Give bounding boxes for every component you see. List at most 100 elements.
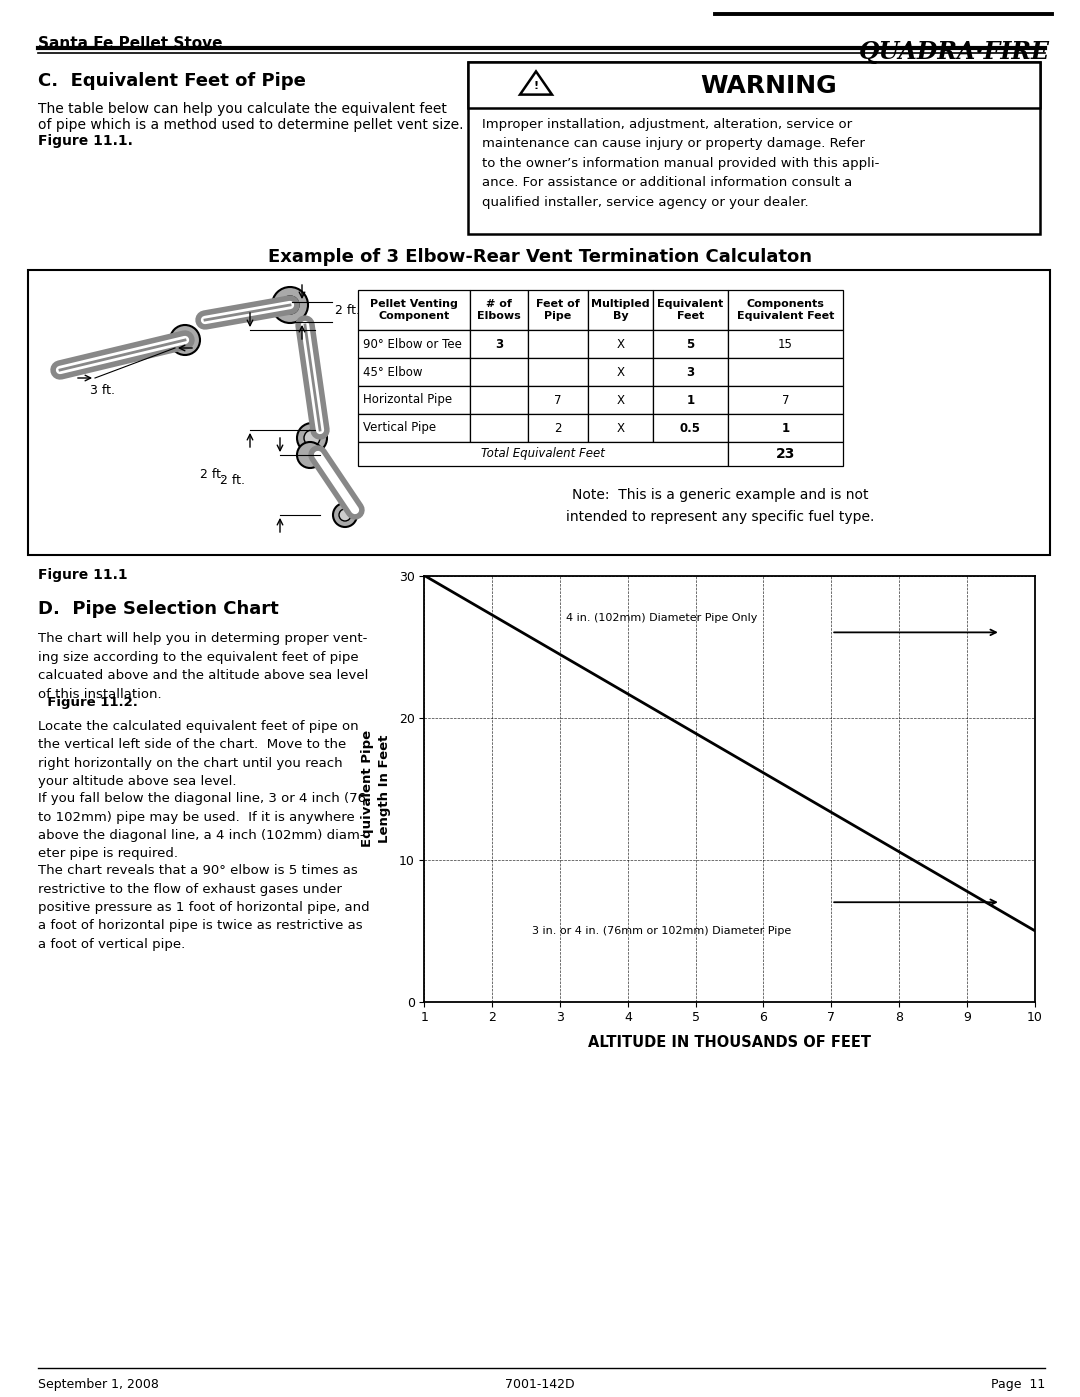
Circle shape bbox=[333, 503, 357, 527]
Circle shape bbox=[303, 430, 320, 446]
Text: WARNING: WARNING bbox=[701, 74, 837, 98]
FancyBboxPatch shape bbox=[653, 358, 728, 386]
X-axis label: ALTITUDE IN THOUSANDS OF FEET: ALTITUDE IN THOUSANDS OF FEET bbox=[588, 1035, 872, 1051]
Circle shape bbox=[281, 296, 299, 314]
FancyBboxPatch shape bbox=[528, 386, 588, 414]
FancyBboxPatch shape bbox=[653, 386, 728, 414]
Text: Improper installation, adjustment, alteration, service or
maintenance can cause : Improper installation, adjustment, alter… bbox=[482, 117, 879, 210]
Text: Components
Equivalent Feet: Components Equivalent Feet bbox=[737, 299, 834, 321]
Text: X: X bbox=[617, 338, 624, 351]
Text: Pellet Venting
Component: Pellet Venting Component bbox=[370, 299, 458, 321]
FancyBboxPatch shape bbox=[357, 330, 470, 358]
FancyBboxPatch shape bbox=[357, 386, 470, 414]
Text: 1: 1 bbox=[687, 394, 694, 407]
Text: X: X bbox=[617, 366, 624, 379]
Text: D.  Pipe Selection Chart: D. Pipe Selection Chart bbox=[38, 599, 279, 617]
Text: If you fall below the diagonal line, 3 or 4 inch (76
to 102mm) pipe may be used.: If you fall below the diagonal line, 3 o… bbox=[38, 792, 366, 861]
Text: 2 ft.: 2 ft. bbox=[220, 474, 245, 486]
Text: 2 ft.: 2 ft. bbox=[335, 303, 360, 317]
Polygon shape bbox=[519, 71, 552, 95]
FancyBboxPatch shape bbox=[728, 358, 843, 386]
Text: 5: 5 bbox=[687, 338, 694, 351]
Text: of pipe which is a method used to determine pellet vent size.: of pipe which is a method used to determ… bbox=[38, 117, 463, 131]
Text: September 1, 2008: September 1, 2008 bbox=[38, 1377, 159, 1391]
Text: Figure 11.1.: Figure 11.1. bbox=[38, 134, 133, 148]
FancyBboxPatch shape bbox=[528, 330, 588, 358]
FancyBboxPatch shape bbox=[528, 358, 588, 386]
Text: The table below can help you calculate the equivalent feet: The table below can help you calculate t… bbox=[38, 102, 447, 116]
Text: 4 in. (102mm) Diameter Pipe Only: 4 in. (102mm) Diameter Pipe Only bbox=[566, 613, 757, 623]
Text: QUADRA·FIRE: QUADRA·FIRE bbox=[859, 41, 1050, 64]
Text: 7001-142D: 7001-142D bbox=[505, 1377, 575, 1391]
Text: 7: 7 bbox=[782, 394, 789, 407]
Text: Equivalent
Feet: Equivalent Feet bbox=[658, 299, 724, 321]
Circle shape bbox=[272, 286, 308, 323]
FancyBboxPatch shape bbox=[728, 386, 843, 414]
FancyBboxPatch shape bbox=[588, 414, 653, 441]
FancyBboxPatch shape bbox=[728, 414, 843, 441]
Text: 15: 15 bbox=[778, 338, 793, 351]
Text: The chart reveals that a 90° elbow is 5 times as
restrictive to the flow of exha: The chart reveals that a 90° elbow is 5 … bbox=[38, 863, 369, 951]
Text: 3 ft.: 3 ft. bbox=[90, 384, 114, 397]
Circle shape bbox=[339, 509, 351, 521]
Text: Figure 11.1: Figure 11.1 bbox=[38, 569, 127, 583]
Text: Santa Fe Pellet Stove: Santa Fe Pellet Stove bbox=[38, 36, 222, 52]
FancyBboxPatch shape bbox=[357, 358, 470, 386]
FancyBboxPatch shape bbox=[470, 291, 528, 330]
Text: 0.5: 0.5 bbox=[680, 422, 701, 434]
FancyBboxPatch shape bbox=[470, 330, 528, 358]
Text: Note:  This is a generic example and is not
intended to represent any specific f: Note: This is a generic example and is n… bbox=[566, 488, 874, 524]
FancyBboxPatch shape bbox=[588, 330, 653, 358]
FancyBboxPatch shape bbox=[588, 358, 653, 386]
FancyBboxPatch shape bbox=[728, 330, 843, 358]
Circle shape bbox=[170, 326, 200, 355]
FancyBboxPatch shape bbox=[728, 291, 843, 330]
FancyBboxPatch shape bbox=[28, 270, 1050, 555]
Text: 3: 3 bbox=[495, 338, 503, 351]
Y-axis label: Equivalent Pipe
Length In Feet: Equivalent Pipe Length In Feet bbox=[361, 731, 391, 847]
Text: 3: 3 bbox=[687, 366, 694, 379]
Text: Example of 3 Elbow-Rear Vent Termination Calculaton: Example of 3 Elbow-Rear Vent Termination… bbox=[268, 249, 812, 265]
FancyBboxPatch shape bbox=[470, 414, 528, 441]
Text: # of
Elbows: # of Elbows bbox=[477, 299, 521, 321]
Text: 1: 1 bbox=[782, 422, 789, 434]
Text: 90° Elbow or Tee: 90° Elbow or Tee bbox=[363, 338, 462, 351]
Text: 2 ft.: 2 ft. bbox=[200, 468, 225, 482]
FancyBboxPatch shape bbox=[653, 291, 728, 330]
Circle shape bbox=[177, 332, 193, 348]
FancyBboxPatch shape bbox=[528, 414, 588, 441]
Text: Figure 11.2: Figure 11.2 bbox=[436, 975, 526, 989]
Text: 23: 23 bbox=[775, 447, 795, 461]
Text: Total Equivalent Feet: Total Equivalent Feet bbox=[481, 447, 605, 461]
Text: C.  Equivalent Feet of Pipe: C. Equivalent Feet of Pipe bbox=[38, 73, 306, 89]
Text: Feet of
Pipe: Feet of Pipe bbox=[536, 299, 580, 321]
FancyBboxPatch shape bbox=[357, 414, 470, 441]
FancyBboxPatch shape bbox=[468, 61, 1040, 108]
FancyBboxPatch shape bbox=[588, 386, 653, 414]
Text: The chart will help you in determing proper vent-
ing size according to the equi: The chart will help you in determing pro… bbox=[38, 631, 368, 700]
FancyBboxPatch shape bbox=[357, 291, 470, 330]
FancyBboxPatch shape bbox=[588, 291, 653, 330]
FancyBboxPatch shape bbox=[470, 358, 528, 386]
FancyBboxPatch shape bbox=[653, 330, 728, 358]
Text: 2: 2 bbox=[554, 422, 562, 434]
FancyBboxPatch shape bbox=[357, 441, 728, 467]
Text: 7: 7 bbox=[554, 394, 562, 407]
Text: Horizontal Pipe: Horizontal Pipe bbox=[363, 394, 453, 407]
Text: Figure 11.2.: Figure 11.2. bbox=[38, 696, 138, 710]
Text: Vertical Pipe: Vertical Pipe bbox=[363, 422, 436, 434]
Text: X: X bbox=[617, 422, 624, 434]
FancyBboxPatch shape bbox=[468, 61, 1040, 235]
Circle shape bbox=[297, 441, 323, 468]
Text: Locate the calculated equivalent feet of pipe on
the vertical left side of the c: Locate the calculated equivalent feet of… bbox=[38, 719, 359, 788]
Text: X: X bbox=[617, 394, 624, 407]
Circle shape bbox=[297, 423, 327, 453]
FancyBboxPatch shape bbox=[653, 414, 728, 441]
Text: !: ! bbox=[534, 81, 539, 91]
Text: Multipled
By: Multipled By bbox=[591, 299, 650, 321]
FancyBboxPatch shape bbox=[528, 291, 588, 330]
Text: Page  11: Page 11 bbox=[990, 1377, 1045, 1391]
FancyBboxPatch shape bbox=[470, 386, 528, 414]
Text: 3 in. or 4 in. (76mm or 102mm) Diameter Pipe: 3 in. or 4 in. (76mm or 102mm) Diameter … bbox=[532, 926, 792, 936]
FancyBboxPatch shape bbox=[728, 441, 843, 467]
